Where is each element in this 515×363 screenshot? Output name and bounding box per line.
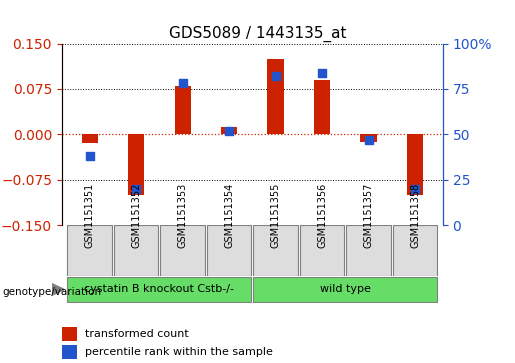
- Text: GSM1151354: GSM1151354: [224, 183, 234, 248]
- Text: GSM1151358: GSM1151358: [410, 183, 420, 248]
- Text: wild type: wild type: [320, 285, 371, 294]
- Text: GSM1151357: GSM1151357: [364, 183, 373, 248]
- Bar: [62, 345, 77, 359]
- FancyBboxPatch shape: [346, 225, 391, 276]
- Point: [132, 186, 140, 192]
- FancyBboxPatch shape: [300, 225, 345, 276]
- Bar: [175, 86, 191, 134]
- Text: transformed count: transformed count: [84, 329, 188, 339]
- Bar: [314, 80, 330, 134]
- Bar: [62, 327, 77, 341]
- Text: GDS5089 / 1443135_at: GDS5089 / 1443135_at: [169, 25, 346, 42]
- Point: [225, 128, 233, 134]
- Bar: [407, 134, 423, 195]
- Text: percentile rank within the sample: percentile rank within the sample: [84, 347, 272, 357]
- FancyBboxPatch shape: [253, 225, 298, 276]
- Bar: [221, 127, 237, 134]
- Text: GSM1151353: GSM1151353: [178, 183, 187, 248]
- Bar: [128, 134, 144, 195]
- Text: GSM1151351: GSM1151351: [84, 183, 95, 248]
- Bar: [360, 134, 376, 142]
- FancyBboxPatch shape: [207, 225, 251, 276]
- Point: [365, 137, 373, 143]
- Bar: [267, 59, 284, 134]
- Point: [85, 153, 94, 159]
- FancyBboxPatch shape: [253, 277, 437, 302]
- FancyBboxPatch shape: [114, 225, 159, 276]
- Point: [271, 73, 280, 79]
- FancyBboxPatch shape: [67, 225, 112, 276]
- Polygon shape: [52, 284, 64, 295]
- FancyBboxPatch shape: [160, 225, 205, 276]
- FancyBboxPatch shape: [393, 225, 437, 276]
- FancyBboxPatch shape: [67, 277, 251, 302]
- Point: [411, 186, 419, 192]
- Text: GSM1151355: GSM1151355: [270, 183, 281, 248]
- Point: [179, 81, 187, 86]
- Text: cystatin B knockout Cstb-/-: cystatin B knockout Cstb-/-: [84, 285, 234, 294]
- Bar: [81, 134, 98, 143]
- Text: GSM1151356: GSM1151356: [317, 183, 327, 248]
- Point: [318, 70, 326, 76]
- Text: GSM1151352: GSM1151352: [131, 183, 141, 248]
- Text: genotype/variation: genotype/variation: [3, 287, 101, 297]
